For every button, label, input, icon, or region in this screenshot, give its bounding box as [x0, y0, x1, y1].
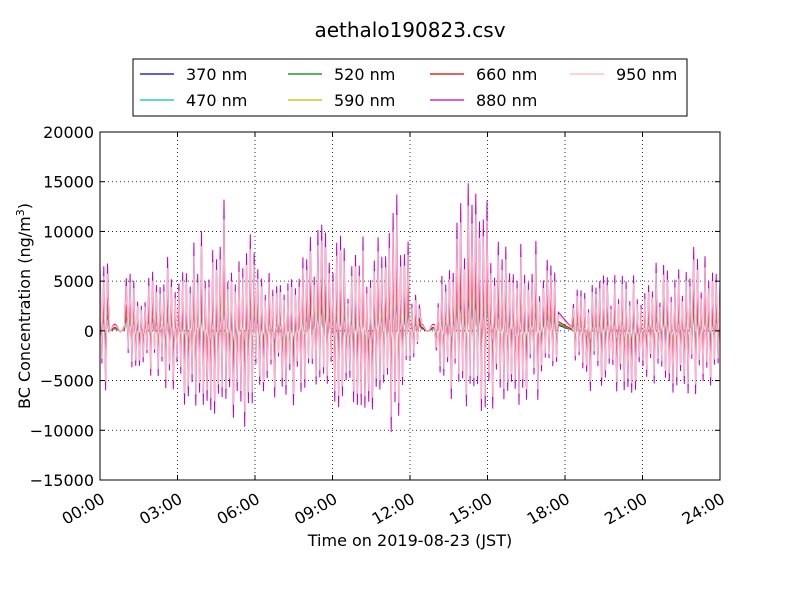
y-tick-label: 0	[84, 322, 94, 341]
plot-area: 00:00 03:00 06:00 09:00 12:00 15:00 18:00 21:00…	[30, 123, 728, 529]
x-tick-label: 12:00	[369, 489, 418, 529]
legend-box	[132, 58, 688, 117]
x-axis-label: Time on 2019-08-23 (JST)	[307, 531, 512, 550]
y-tick-label: 20000	[43, 123, 94, 142]
y-tick-label: −5000	[40, 372, 94, 391]
y-tick-label: −10000	[30, 421, 94, 440]
x-tick-label: 03:00	[136, 489, 185, 529]
legend-label: 950 nm	[616, 65, 677, 84]
chart-title: aethalo190823.csv	[314, 18, 505, 42]
series-line-950-nm	[99, 205, 721, 417]
x-tick-label: 00:00	[59, 489, 108, 529]
legend-label: 470 nm	[186, 91, 247, 110]
legend-label: 520 nm	[334, 65, 395, 84]
series-group	[99, 183, 721, 433]
legend-label: 370 nm	[186, 65, 247, 84]
y-tick-label: 5000	[53, 272, 94, 291]
legend-label: 590 nm	[334, 91, 395, 110]
x-tick-label: 06:00	[214, 489, 263, 529]
y-tick-label: −15000	[30, 471, 94, 490]
legend-label: 660 nm	[476, 65, 537, 84]
y-axis-label-sup: 3	[14, 209, 27, 216]
y-axis-label-tail: )	[15, 203, 34, 209]
y-axis-label-main: BC Concentration (ng/m	[15, 216, 34, 409]
y-axis-label: BC Concentration (ng/m3)	[14, 203, 34, 409]
legend: 370 nm 470 nm 520 nm 590 nm 660 nm 880 nm 950 …	[132, 58, 688, 117]
y-tick-label: 15000	[43, 173, 94, 192]
x-tick-label: 15:00	[446, 489, 495, 529]
y-tick-label: 10000	[43, 222, 94, 241]
x-tick-label: 21:00	[601, 489, 650, 529]
legend-label: 880 nm	[476, 91, 537, 110]
x-tick-label: 18:00	[524, 489, 573, 529]
x-tick-label: 09:00	[291, 489, 340, 529]
series-line-880-nm	[99, 183, 721, 433]
x-tick-label: 24:00	[679, 489, 728, 529]
